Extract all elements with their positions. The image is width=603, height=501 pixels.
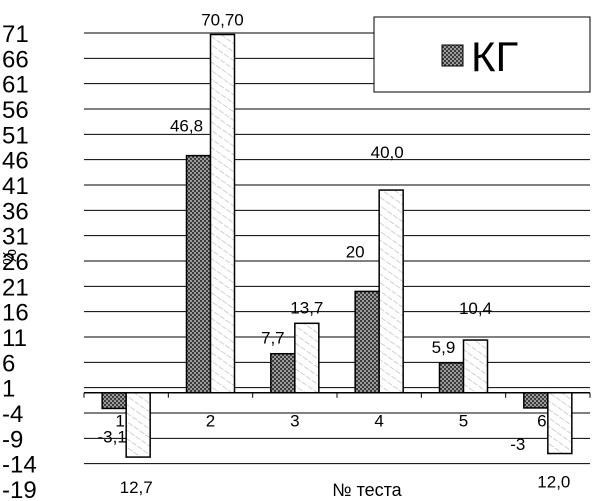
y-tick-label: 31 [2,224,29,251]
x-tick-label: 3 [290,412,299,431]
data-label: 70,70 [201,11,244,30]
y-tick-label: 41 [2,173,29,200]
bar-kg-test-4 [354,290,380,394]
x-axis [83,391,591,398]
bar-eg-test-1 [125,391,151,458]
y-tick-label: 46 [2,148,29,175]
x-axis-ticks: 1 2 3 4 5 6 [115,412,546,431]
x-tick-label: 4 [374,412,383,431]
bar-kg-test-1 [101,391,127,410]
y-tick-label: 1 [2,376,15,403]
data-label: 13,7 [290,298,323,317]
x-tick-label: 1 [115,412,124,431]
x-tick-label: 2 [206,412,215,431]
data-label: 7,7 [261,329,285,348]
legend-box [373,16,591,93]
legend-swatch [441,44,464,67]
bar-kg-test-6 [523,391,549,409]
y-tick-label: 71 [2,21,29,48]
bar-eg-test-3 [294,322,320,394]
data-label: 46,8 [170,117,203,136]
legend: КГ [373,16,591,93]
data-label: -3 [510,435,525,454]
bar-eg-test-4 [378,189,404,394]
y-tick-label: 61 [2,72,29,99]
bar-kg-test-5 [438,362,465,394]
y-axis-label: % [0,249,20,265]
x-tick-label: 6 [537,412,546,431]
bar-eg-test-2 [209,33,236,394]
x-axis-label: № теста [332,480,402,500]
data-label: -3,1 [98,427,127,446]
y-tick-label: 16 [2,300,29,327]
y-tick-label: 6 [2,350,15,377]
bar-eg-test-6 [547,391,573,455]
y-tick-label: -4 [2,401,23,428]
data-label: 12,0 [537,473,570,492]
data-label: 40,0 [371,143,404,162]
data-label: 20 [346,242,365,261]
gridlines [84,32,590,465]
data-labels: -3,1 12,7 46,8 70,70 7,7 13,7 20 40,0 5,9 10,4 -3 1… [98,11,571,498]
y-tick-label: 66 [2,46,29,73]
y-tick-label: -19 [2,477,37,501]
y-tick-label: -9 [2,426,23,453]
bar-eg-test-5 [462,339,489,394]
data-label: 5,9 [432,338,456,357]
y-tick-label: 56 [2,97,29,124]
y-tick-label: -14 [2,452,37,479]
bar-kg-test-3 [270,352,296,394]
y-tick-label: 26 [2,249,29,276]
y-tick-label: 21 [2,274,29,301]
y-tick-label: 11 [2,325,27,352]
data-label: 10,4 [459,299,492,318]
bar-kg-test-2 [185,154,212,394]
data-label: 12,7 [120,478,153,497]
legend-label: КГ [471,33,518,80]
y-tick-label: 36 [2,198,29,225]
x-tick-label: 5 [459,412,468,431]
y-tick-label: 51 [2,122,29,149]
bars [101,33,573,458]
